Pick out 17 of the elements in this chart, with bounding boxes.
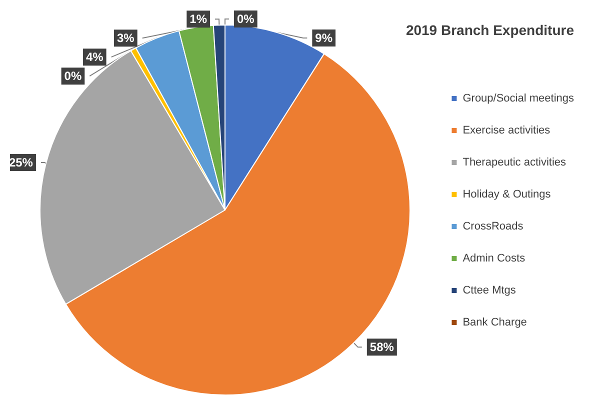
legend-label: Admin Costs	[462, 252, 526, 264]
data-label: 58%	[370, 340, 394, 354]
legend-label: CrossRoads	[462, 220, 524, 232]
legend-label: Exercise activities	[462, 124, 551, 136]
legend-label: Cttee Mtgs	[462, 284, 516, 296]
text: 0%	[237, 12, 254, 26]
legend-label: Bank Charge	[462, 316, 527, 328]
data-label: 25%	[8, 156, 34, 170]
data-label: 9%	[315, 31, 333, 45]
legend-label: Group/Social meetings	[462, 92, 574, 104]
data-label: 1%	[190, 12, 208, 26]
data-label: 0%	[64, 69, 82, 84]
data-label: 3%	[117, 31, 135, 46]
data-label: 4%	[86, 50, 104, 64]
text: 2019 Branch Expenditure	[406, 22, 574, 38]
legend-label: Therapeutic activities	[462, 156, 567, 168]
legend-label: Holiday & Outings	[462, 188, 552, 200]
